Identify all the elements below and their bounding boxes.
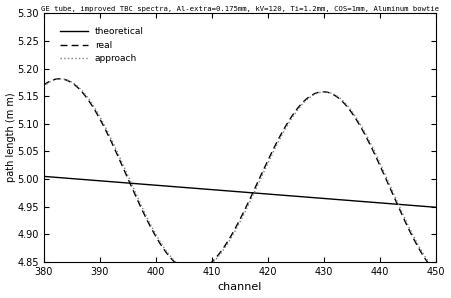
Title: GE tube, improved TBC spectra, Al-extra=0.175mm, kV=120, Ti=1.2mm, COS=1mm, Alum: GE tube, improved TBC spectra, Al-extra=… — [41, 6, 439, 12]
approach — [433, 270, 439, 274]
Y-axis label: path length (m m): path length (m m) — [5, 93, 15, 182]
approach — [299, 103, 305, 106]
theoretical — [41, 175, 46, 178]
Line: real: real — [44, 79, 436, 273]
real — [299, 102, 305, 105]
Line: approach: approach — [44, 79, 436, 272]
real — [152, 233, 157, 236]
theoretical — [433, 206, 439, 209]
theoretical — [165, 184, 170, 188]
real — [395, 204, 400, 208]
theoretical — [299, 195, 304, 198]
approach — [166, 252, 171, 255]
real — [166, 253, 171, 257]
theoretical — [137, 182, 143, 186]
real — [56, 77, 62, 80]
Line: theoretical: theoretical — [44, 176, 436, 207]
real — [433, 271, 439, 275]
approach — [152, 231, 157, 234]
approach — [347, 107, 352, 110]
approach — [395, 201, 400, 205]
approach — [138, 201, 143, 205]
X-axis label: channel: channel — [218, 283, 262, 292]
Legend: theoretical, real, approach: theoretical, real, approach — [56, 23, 148, 68]
theoretical — [395, 202, 400, 206]
approach — [41, 85, 46, 88]
real — [138, 204, 143, 207]
real — [41, 83, 46, 87]
theoretical — [346, 199, 352, 202]
real — [347, 108, 352, 112]
approach — [58, 77, 64, 81]
theoretical — [152, 183, 157, 187]
